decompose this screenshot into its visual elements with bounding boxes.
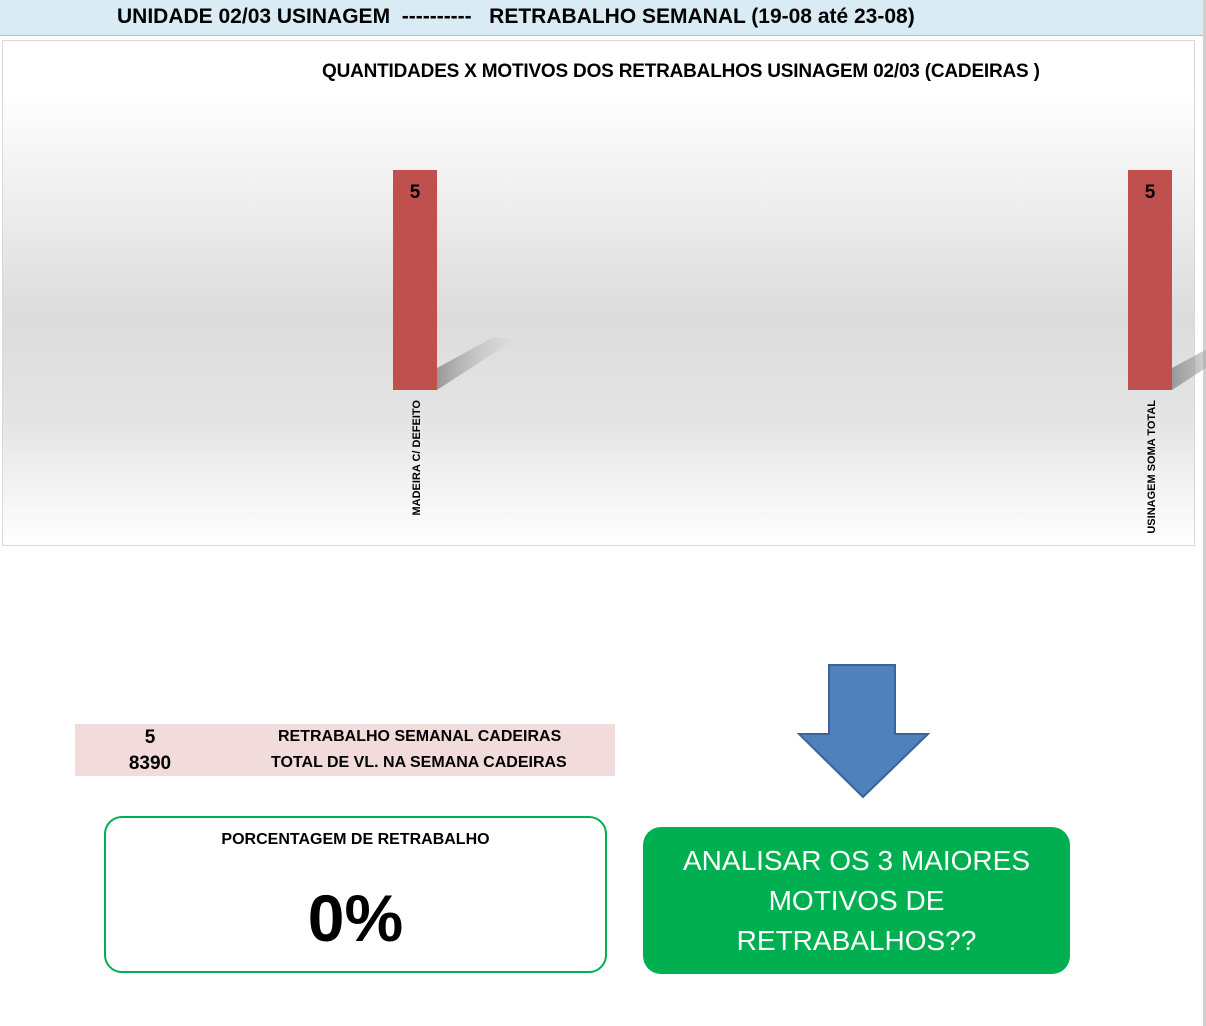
percentage-value: 0%	[307, 881, 404, 955]
summary-table	[75, 724, 615, 776]
page-title: UNIDADE 02/03 USINAGEM ---------- RETRAB…	[117, 5, 915, 28]
action-text: ANALISAR OS 3 MAIORES MOTIVOS DE RETRABA…	[643, 841, 1070, 961]
down-arrow-icon	[797, 664, 931, 799]
percentage-label: PORCENTAGEM DE RETRABALHO	[221, 831, 490, 848]
category-label: MADEIRA C/ DEFEITO	[411, 400, 423, 516]
bar-data-label: 5	[1145, 182, 1156, 203]
bar-shadow	[437, 338, 517, 390]
bar	[393, 170, 437, 390]
action-line-1: ANALISAR OS 3 MAIORES	[683, 845, 1030, 876]
window-edge	[1203, 0, 1206, 1026]
weekly-rework-count: 5	[144, 727, 156, 748]
action-line-2: MOTIVOS DE	[768, 885, 945, 916]
weekly-total-count: 8390	[128, 753, 172, 774]
category-label: USINAGEM SOMA TOTAL	[1146, 400, 1158, 534]
action-line-3: RETRABALHOS??	[736, 925, 977, 956]
bar-shadow	[1172, 349, 1206, 390]
bar	[1128, 170, 1172, 390]
chart-title: QUANTIDADES X MOTIVOS DOS RETRABALHOS US…	[322, 61, 1040, 82]
weekly-total-label: TOTAL DE VL. NA SEMANA CADEIRAS	[271, 754, 567, 771]
bar-chart: 5 MADEIRA C/ DEFEITO 5 USINAGEM SOMA TOTAL	[393, 170, 1206, 534]
action-box: ANALISAR OS 3 MAIORES MOTIVOS DE RETRABA…	[643, 827, 1070, 974]
chart-area	[2, 40, 1195, 546]
weekly-rework-label: RETRABALHO SEMANAL CADEIRAS	[278, 728, 562, 745]
bar-data-label: 5	[410, 182, 421, 203]
percentage-box: PORCENTAGEM DE RETRABALHO 0%	[104, 816, 607, 973]
header-bar: UNIDADE 02/03 USINAGEM ---------- RETRAB…	[0, 0, 1206, 36]
